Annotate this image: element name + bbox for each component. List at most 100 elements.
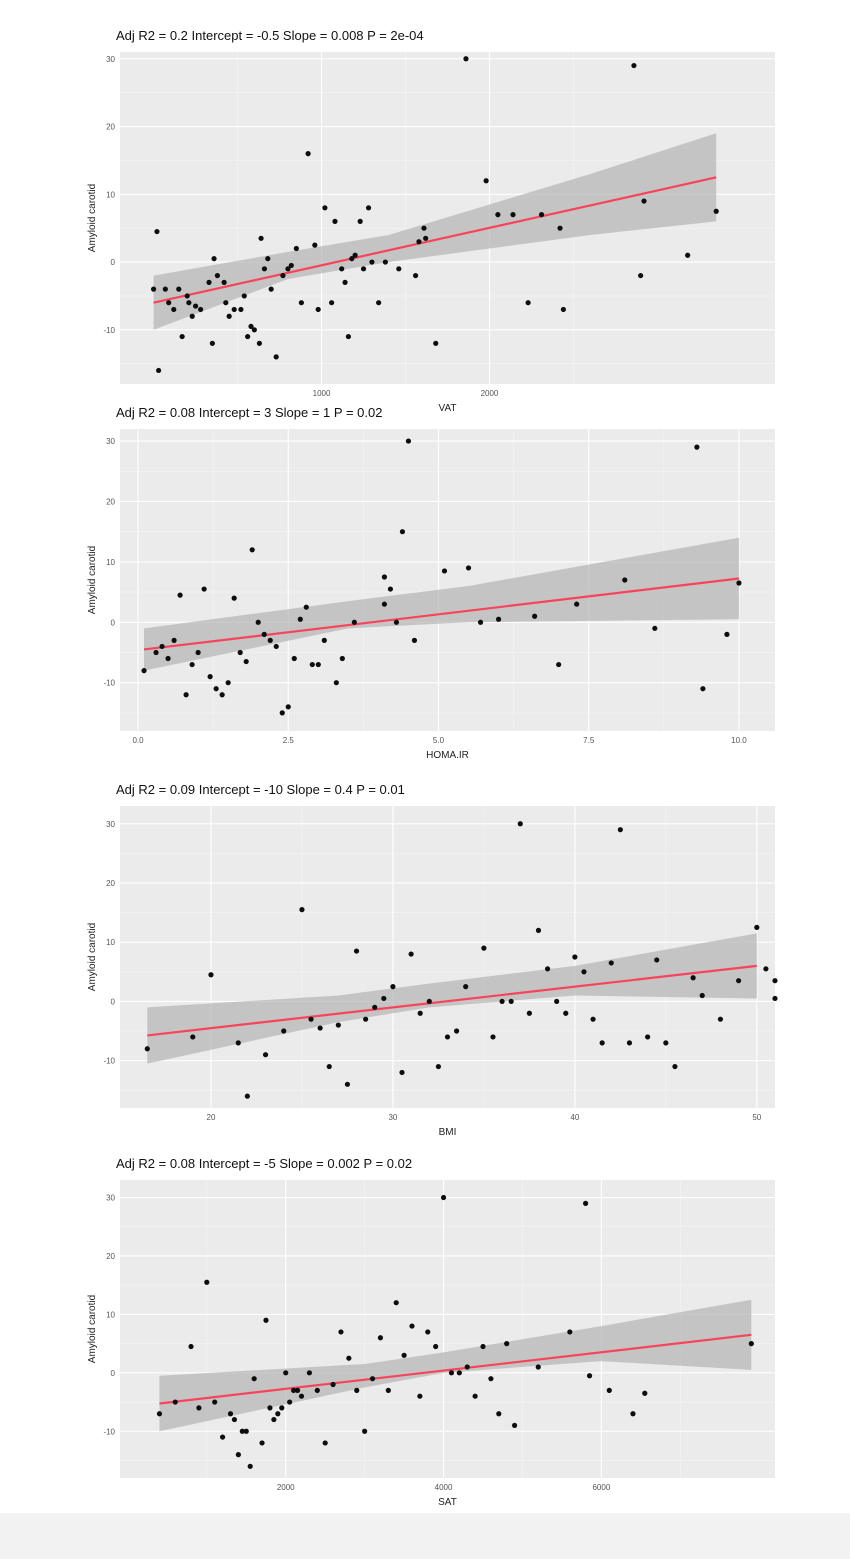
data-point	[314, 1387, 320, 1393]
data-point	[472, 1393, 478, 1399]
data-point	[346, 1355, 352, 1361]
data-point	[263, 1317, 269, 1323]
y-tick-label: -10	[103, 1057, 115, 1066]
scatter-plot: -10 0 10 20 30 20 30 40 50 BMI Amyloid carotid	[87, 806, 778, 1138]
data-point	[463, 56, 469, 62]
data-point	[385, 1387, 391, 1393]
data-point	[396, 266, 402, 272]
data-point	[433, 1343, 439, 1350]
y-tick-label: -10	[103, 326, 115, 335]
data-point	[315, 661, 321, 668]
y-tick-label: 10	[106, 190, 115, 199]
data-point	[308, 1016, 314, 1022]
data-point	[608, 960, 614, 966]
data-point	[271, 1416, 277, 1423]
data-point	[279, 1405, 285, 1411]
data-point	[408, 951, 414, 957]
data-point	[329, 300, 335, 306]
chart-title: Adj R2 = 0.08 Intercept = -5 Slope = 0.0…	[116, 1156, 413, 1171]
x-tick-label: 50	[752, 1113, 761, 1122]
data-point	[247, 1463, 253, 1469]
data-point	[186, 300, 192, 306]
data-point	[480, 1343, 486, 1350]
footer-band	[0, 1513, 850, 1559]
data-point	[237, 649, 243, 656]
data-point	[171, 306, 177, 313]
data-point	[399, 529, 406, 535]
data-point	[488, 1376, 494, 1382]
data-point	[495, 212, 501, 218]
data-point	[642, 1390, 648, 1396]
data-point	[352, 252, 358, 258]
scatter-plot: -10 0 10 20 30 2000 4000 6000 SAT Amyloid carotid	[87, 1180, 775, 1508]
data-point	[326, 1063, 332, 1070]
data-point	[259, 1440, 265, 1446]
data-point	[150, 286, 157, 292]
data-point	[574, 601, 580, 607]
y-axis-title: Amyloid carotid	[87, 546, 98, 614]
data-point	[663, 1040, 669, 1046]
data-point	[499, 998, 505, 1005]
data-point	[736, 580, 742, 586]
data-point	[717, 1016, 724, 1022]
data-point	[305, 151, 311, 157]
data-point	[381, 601, 388, 607]
data-point	[144, 1046, 150, 1052]
data-point	[297, 616, 303, 622]
data-point	[279, 710, 285, 716]
x-tick-label: 5.0	[433, 736, 445, 745]
y-tick-label: 20	[106, 1252, 115, 1261]
data-point	[510, 212, 516, 218]
data-point	[227, 1411, 234, 1417]
data-point	[713, 208, 719, 214]
data-point	[322, 205, 328, 211]
data-point	[156, 1411, 163, 1417]
data-point	[299, 907, 305, 913]
data-point	[213, 686, 219, 692]
data-point	[376, 300, 382, 306]
data-point	[572, 954, 578, 960]
data-point	[333, 680, 339, 686]
data-point	[481, 945, 487, 951]
data-point	[280, 272, 286, 279]
data-point	[273, 643, 279, 650]
data-point	[526, 1010, 532, 1016]
data-point	[638, 272, 644, 279]
data-point	[141, 668, 147, 674]
data-point	[353, 948, 360, 954]
data-point	[189, 661, 195, 668]
data-point	[268, 286, 274, 292]
data-point	[417, 1010, 423, 1016]
data-point	[421, 225, 427, 231]
data-point	[504, 1341, 510, 1347]
x-tick-label: 2000	[277, 1483, 295, 1492]
data-point	[223, 300, 229, 306]
data-point	[342, 279, 348, 285]
data-point	[154, 228, 160, 235]
data-point	[287, 1399, 293, 1405]
data-point	[363, 1016, 369, 1022]
data-point	[192, 303, 199, 309]
data-point	[425, 1329, 431, 1335]
data-point	[177, 592, 183, 598]
data-point	[382, 259, 388, 265]
data-point	[557, 225, 563, 231]
data-point	[241, 293, 247, 299]
data-point	[354, 1387, 360, 1393]
data-point	[165, 655, 171, 662]
data-point	[267, 1405, 273, 1411]
x-tick-label: 2000	[481, 389, 499, 398]
data-point	[390, 984, 396, 990]
data-point	[312, 242, 318, 248]
data-point	[381, 995, 387, 1002]
chart-title: Adj R2 = 0.09 Intercept = -10 Slope = 0.…	[116, 782, 405, 797]
data-point	[685, 252, 691, 258]
data-point	[322, 1440, 328, 1446]
data-point	[315, 306, 321, 313]
data-point	[251, 327, 257, 333]
data-point	[288, 262, 294, 269]
data-point	[772, 995, 778, 1002]
data-point	[239, 1428, 245, 1434]
data-point	[538, 212, 545, 218]
data-point	[554, 998, 560, 1005]
